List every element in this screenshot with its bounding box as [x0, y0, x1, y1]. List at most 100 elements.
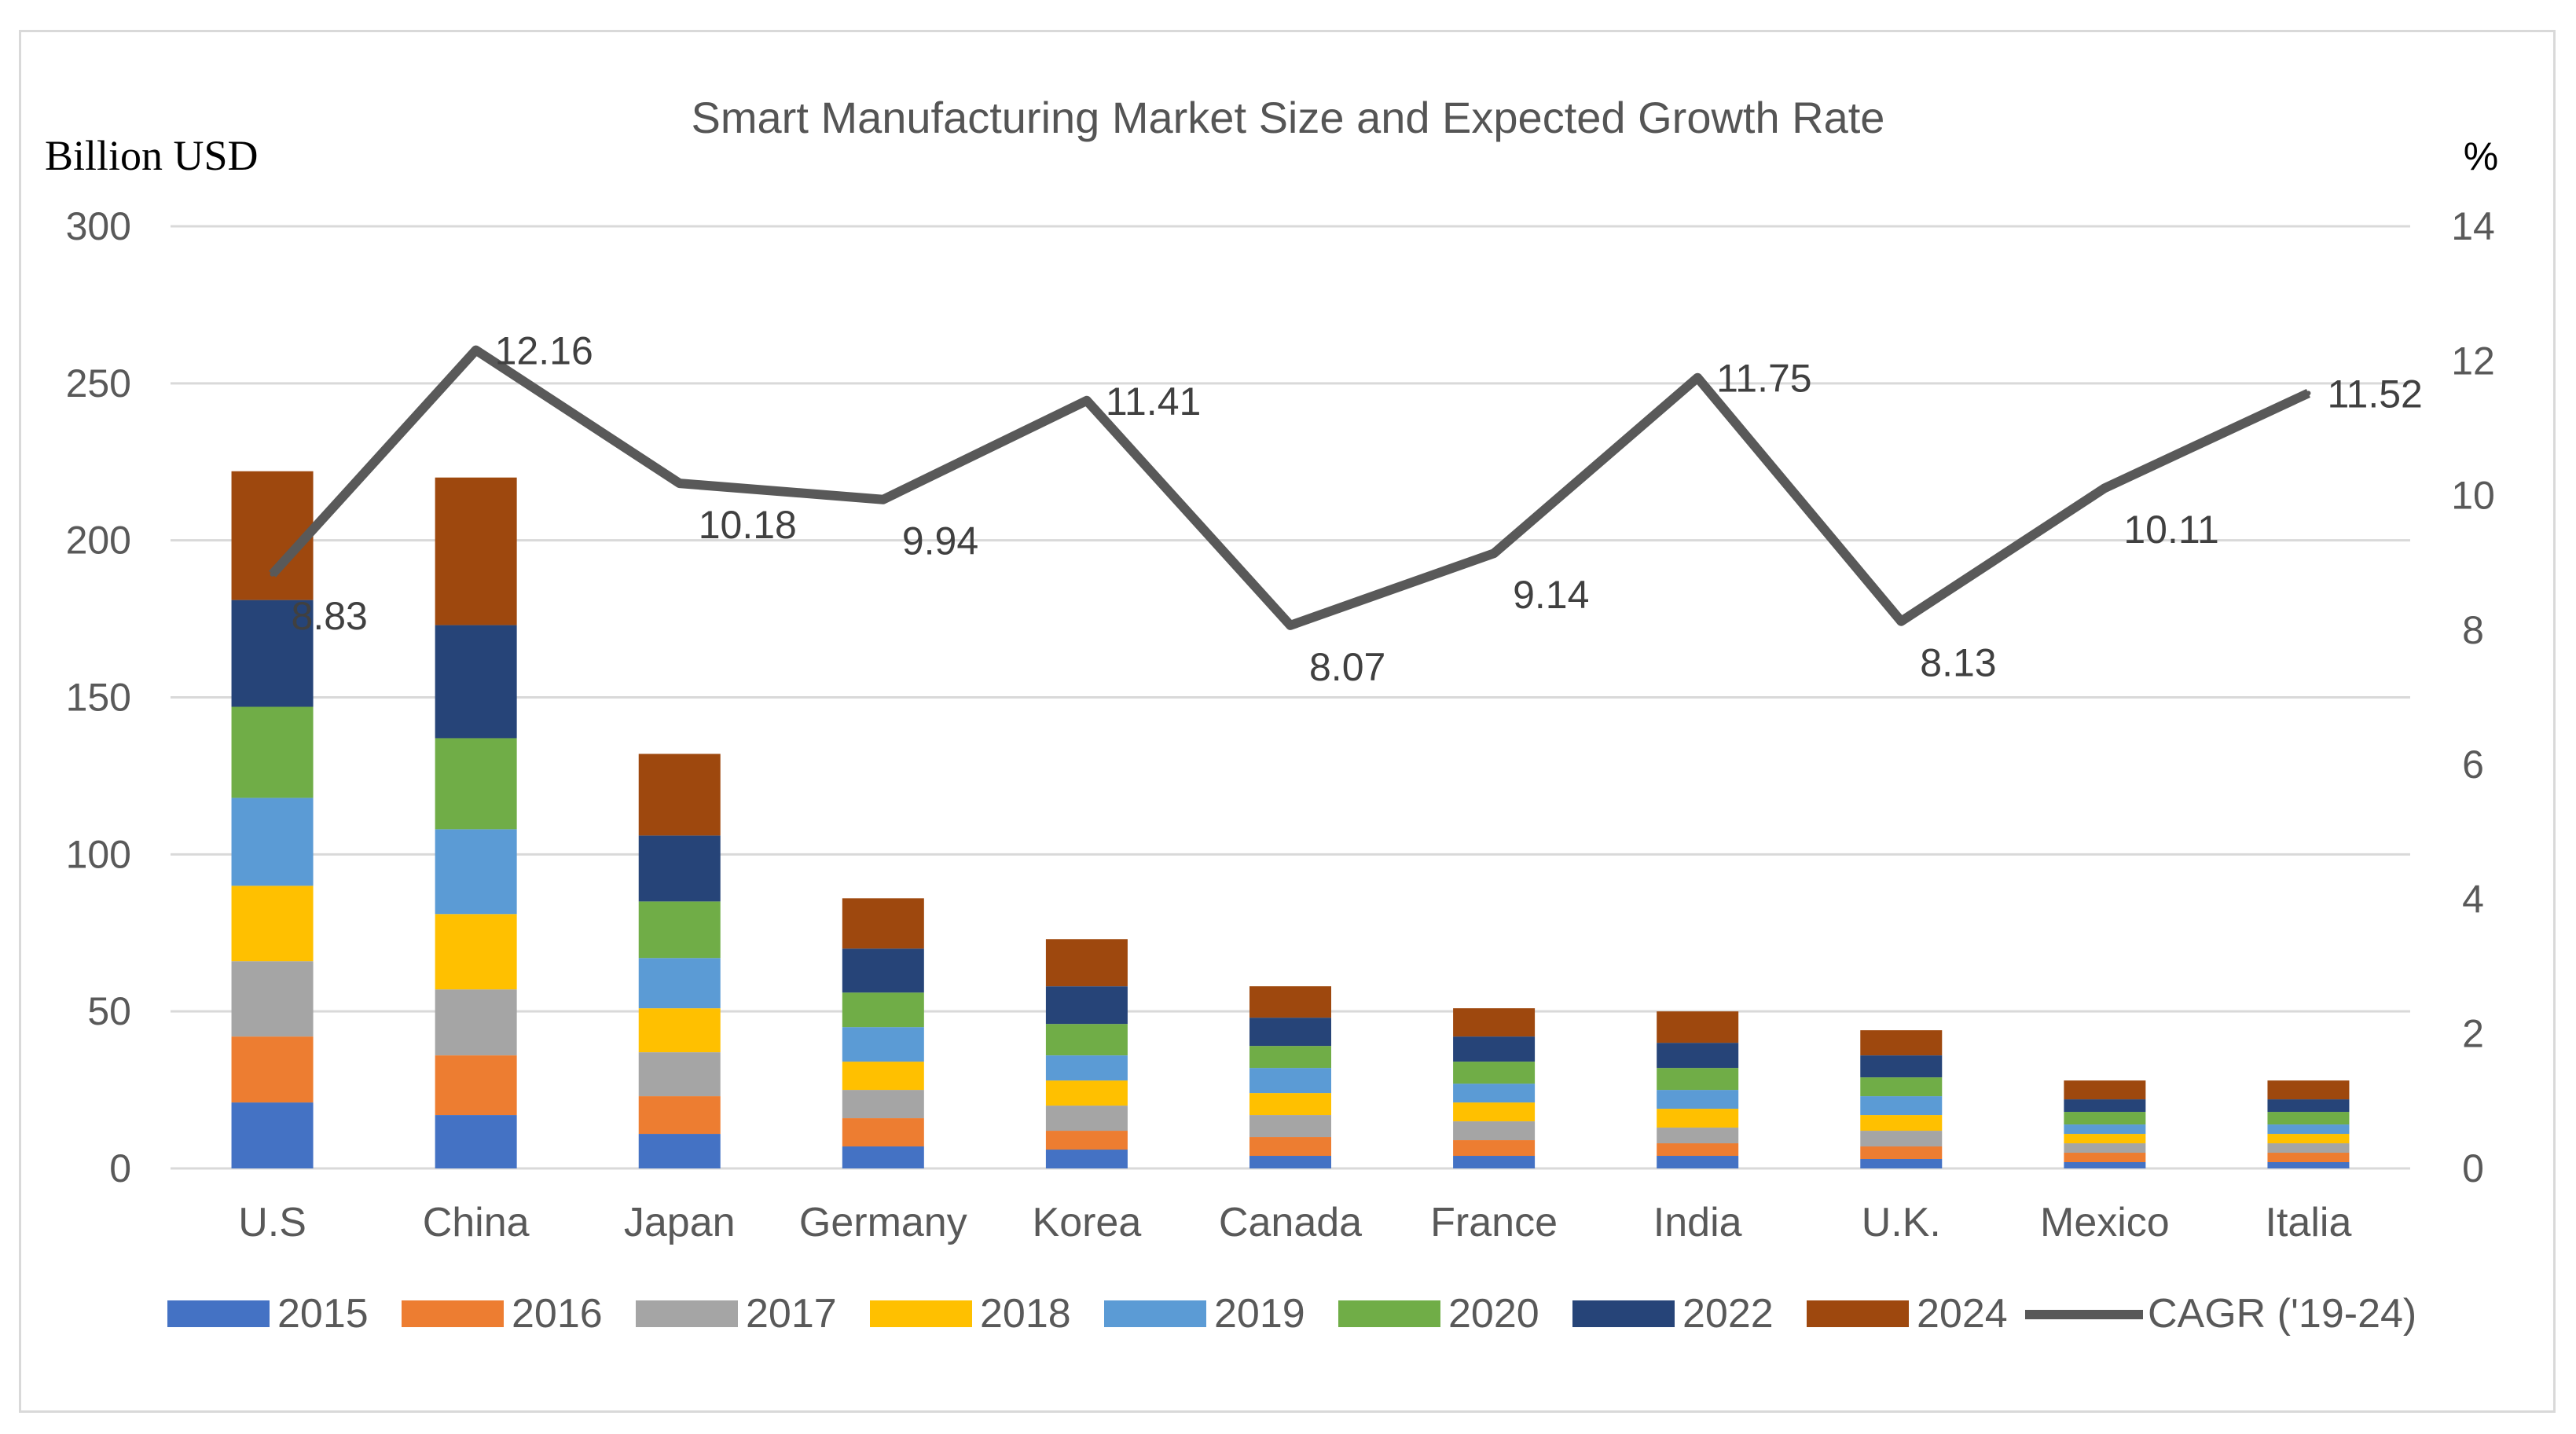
legend-item: 2020	[1338, 1291, 1539, 1337]
bar-segment	[842, 1062, 924, 1091]
bar-segment	[1045, 939, 1128, 987]
bar-segment	[435, 1115, 517, 1168]
bar-segment	[231, 961, 314, 1037]
category-label: China	[423, 1200, 530, 1245]
legend-label: 2015	[277, 1291, 369, 1337]
bar-segment	[1453, 1140, 1536, 1157]
left-tick-label: 0	[109, 1146, 131, 1190]
bar-segment	[2267, 1080, 2350, 1100]
bar-segment	[231, 706, 314, 798]
bar-segment	[1657, 1011, 1739, 1043]
category-label: Mexico	[2040, 1200, 2170, 1245]
bar-segment	[1453, 1036, 1536, 1062]
bar-segment	[1657, 1109, 1739, 1128]
legend-item: 2019	[1104, 1291, 1305, 1337]
cagr-data-label: 11.41	[1106, 380, 1201, 424]
legend-item: 2015	[167, 1291, 369, 1337]
bar-segment	[1249, 1093, 1331, 1116]
right-axis-unit: %	[2464, 134, 2498, 178]
cagr-point	[2306, 391, 2311, 396]
bar-segment	[2064, 1153, 2146, 1163]
bar-segment	[1045, 1131, 1128, 1150]
legend-swatch	[1104, 1300, 1206, 1327]
legend-swatch	[636, 1300, 738, 1327]
cagr-point	[1288, 622, 1293, 628]
bar-segment	[1249, 986, 1331, 1018]
bar-segment	[231, 1102, 314, 1168]
bar-stack	[1657, 1011, 1739, 1168]
category-label: Italia	[2266, 1200, 2352, 1245]
bar-segment	[842, 1118, 924, 1147]
bar-segment	[2267, 1143, 2350, 1153]
bar-stack	[842, 898, 924, 1168]
legend-label: 2019	[1214, 1291, 1305, 1337]
bar-stack	[1045, 939, 1128, 1168]
bar-segment	[1249, 1018, 1331, 1047]
bar-segment	[1249, 1068, 1331, 1094]
bar-segment	[2267, 1134, 2350, 1144]
right-tick-label: 2	[2462, 1012, 2484, 1056]
legend-label: 2017	[746, 1291, 837, 1337]
bar-segment	[2064, 1080, 2146, 1100]
right-tick-label: 0	[2462, 1146, 2484, 1190]
legend-item: 2024	[1807, 1291, 2008, 1337]
left-tick-label: 100	[66, 832, 131, 876]
chart-title: Smart Manufacturing Market Size and Expe…	[692, 93, 1885, 142]
bar-segment	[1045, 1024, 1128, 1056]
bar-segment	[842, 898, 924, 949]
left-tick-label: 200	[66, 519, 131, 563]
bar-segment	[1860, 1146, 1943, 1160]
category-label: U.S	[238, 1200, 306, 1245]
right-tick-label: 10	[2451, 474, 2495, 518]
bar-segment	[638, 958, 721, 1009]
bar-segment	[1657, 1156, 1739, 1168]
bar-stack	[2064, 1080, 2146, 1168]
cagr-data-label: 12.16	[495, 329, 593, 373]
cagr-data-label: 9.14	[1513, 573, 1589, 617]
cagr-data-label: 10.11	[2123, 508, 2218, 552]
right-tick-label: 4	[2462, 877, 2484, 921]
cagr-data-label: 8.13	[1920, 641, 1996, 685]
left-tick-label: 50	[87, 989, 131, 1033]
cagr-point	[270, 571, 275, 577]
legend-item: 2016	[402, 1291, 603, 1337]
cagr-data-label: 10.18	[699, 503, 797, 547]
legend-swatch	[167, 1300, 270, 1327]
legend-swatch	[1338, 1300, 1440, 1327]
bar-segment	[435, 914, 517, 990]
cagr-point	[1084, 398, 1089, 403]
legend-swatch	[1572, 1300, 1675, 1327]
cagr-data-label: 11.75	[1716, 357, 1811, 401]
legend: 2015 2016 2017 2018 2019 2020 2022 2024 CAGR ('1…	[167, 1291, 2416, 1337]
bar-segment	[1860, 1055, 1943, 1078]
bar-segment	[1860, 1115, 1943, 1131]
bar-segment	[842, 1027, 924, 1062]
bar-segment	[638, 1052, 721, 1097]
bar-segment	[435, 477, 517, 625]
bar-segment	[1860, 1030, 1943, 1056]
bar-stack	[2267, 1080, 2350, 1168]
bar-stack	[231, 471, 314, 1168]
bar-segment	[1045, 986, 1128, 1025]
cagr-line-layer: 8.83 12.16 10.18 9.94 11.41 8.07 9.14 11.75 8.13…	[269, 329, 2423, 689]
bar-segment	[231, 798, 314, 886]
bar-segment	[638, 835, 721, 902]
legend-item: CAGR ('19-24)	[2025, 1291, 2416, 1337]
bar-segment	[2064, 1143, 2146, 1153]
chart-frame: 8.83 12.16 10.18 9.94 11.41 8.07 9.14 11.75 8.13…	[19, 30, 2556, 1413]
bar-segment	[1657, 1043, 1739, 1069]
bar-segment	[842, 1146, 924, 1168]
bar-segment	[435, 1055, 517, 1116]
bar-segment	[638, 1134, 721, 1168]
bar-segment	[1860, 1096, 1943, 1116]
bar-segment	[842, 992, 924, 1028]
axis-labels: 0 50 100 150 200 250 300 0 2 4 6 8 10 12 14 U.S China Jap…	[66, 204, 2495, 1245]
bar-segment	[2267, 1099, 2350, 1113]
bar-segment	[2267, 1124, 2350, 1135]
legend-label: 2022	[1682, 1291, 1774, 1337]
bar-segment	[1249, 1156, 1331, 1168]
bar-stack	[1453, 1008, 1536, 1168]
bar-segment	[1453, 1102, 1536, 1122]
category-label: India	[1653, 1200, 1742, 1245]
cagr-point	[1492, 551, 1497, 556]
